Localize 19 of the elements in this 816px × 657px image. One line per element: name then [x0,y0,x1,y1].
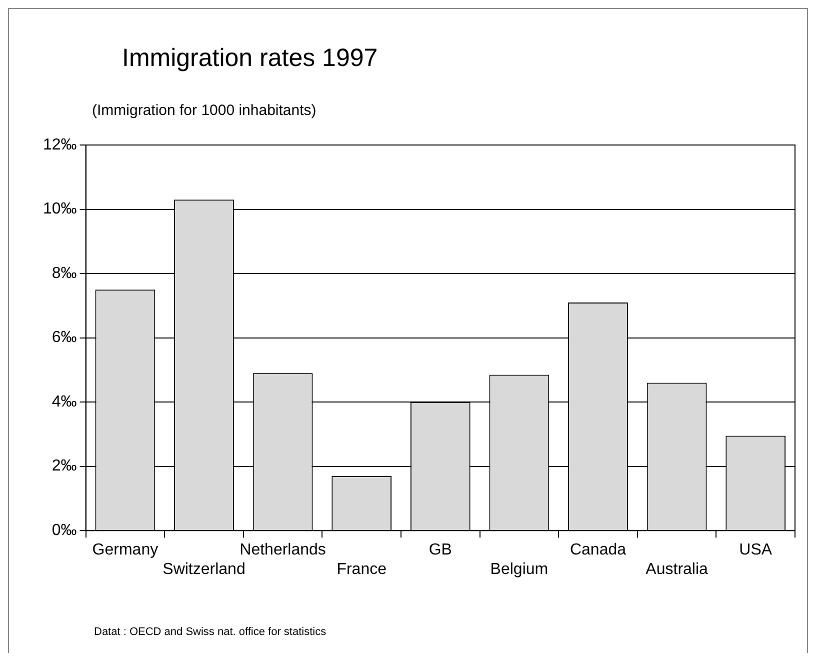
x-tick-label: France [336,560,387,578]
chart-subtitle: (Immigration for 1000 inhabitants) [92,102,316,119]
y-tick-label: 6‰ [52,329,77,346]
x-tick-label: Belgium [490,560,548,578]
y-tick-label: 12‰ [43,136,77,154]
y-tick-label: 4‰ [52,393,77,410]
y-tick-label: 2‰ [52,458,77,475]
x-tick-label: Switzerland [162,560,246,578]
x-tick-label: Canada [570,542,626,559]
text: Datat : OECD and Swiss nat. office for statistics [94,626,326,638]
x-tick-label: Netherlands [240,542,326,559]
x-tick-label: USA [739,542,772,559]
x-tick-label: Germany [92,542,158,559]
chart-title: Immigration rates 1997 [122,44,378,73]
y-tick-label: 0‰ [52,522,77,540]
y-tick-label: 10‰ [43,200,77,218]
x-tick-label: Australia [646,560,708,578]
y-tick-label: 8‰ [52,264,77,282]
x-tick-label: GB [428,542,452,559]
